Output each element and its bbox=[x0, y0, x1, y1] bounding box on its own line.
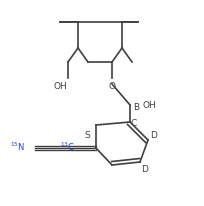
Text: $^{15}$N: $^{15}$N bbox=[10, 141, 25, 153]
Text: D: D bbox=[140, 165, 147, 174]
Text: $^{13}$C: $^{13}$C bbox=[60, 141, 75, 153]
Text: OH: OH bbox=[53, 82, 67, 91]
Text: D: D bbox=[149, 131, 156, 140]
Text: B: B bbox=[132, 103, 139, 111]
Text: OH: OH bbox=[142, 101, 156, 110]
Text: C: C bbox=[130, 118, 137, 128]
Text: S: S bbox=[84, 131, 90, 140]
Text: O: O bbox=[108, 82, 115, 91]
